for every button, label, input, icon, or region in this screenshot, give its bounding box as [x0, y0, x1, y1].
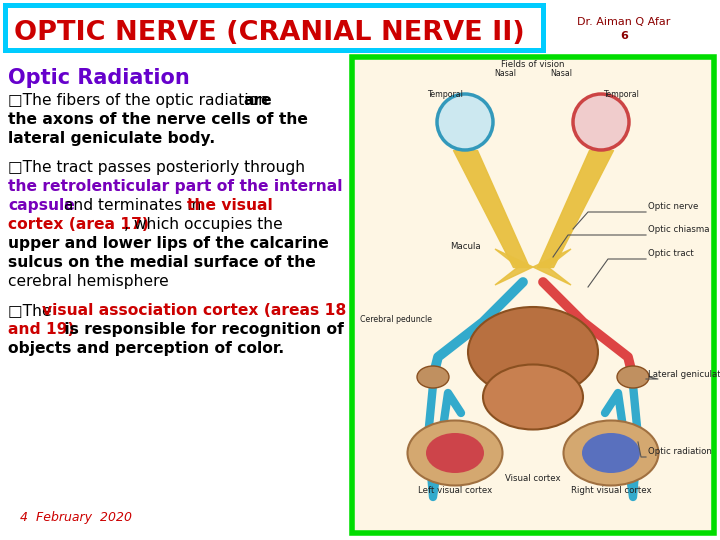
Text: Right visual cortex: Right visual cortex	[571, 486, 652, 495]
Text: and 19): and 19)	[8, 322, 75, 337]
Text: Optic Radiation: Optic Radiation	[8, 68, 190, 88]
Text: upper and lower lips of the calcarine: upper and lower lips of the calcarine	[8, 236, 329, 251]
Text: OPTIC NERVE (CRANIAL NERVE II): OPTIC NERVE (CRANIAL NERVE II)	[14, 20, 525, 46]
Text: Optic nerve: Optic nerve	[648, 202, 698, 211]
Text: Optic tract: Optic tract	[648, 249, 694, 258]
FancyBboxPatch shape	[352, 57, 714, 533]
Text: □The fibers of the optic radiation: □The fibers of the optic radiation	[8, 93, 273, 108]
Text: capsule: capsule	[8, 198, 75, 213]
Ellipse shape	[426, 433, 484, 473]
Text: □The tract passes posteriorly through: □The tract passes posteriorly through	[8, 160, 305, 175]
Circle shape	[437, 94, 493, 150]
Text: are: are	[243, 93, 272, 108]
Text: Temporal: Temporal	[427, 90, 463, 99]
Text: Nasal: Nasal	[550, 69, 572, 78]
Ellipse shape	[417, 366, 449, 388]
Text: Left visual cortex: Left visual cortex	[418, 486, 492, 495]
Text: Cerebral peduncle: Cerebral peduncle	[360, 315, 432, 324]
Text: visual association cortex (areas 18: visual association cortex (areas 18	[42, 303, 346, 318]
Text: Optic chiasma: Optic chiasma	[648, 225, 709, 234]
Text: the retrolenticular part of the internal: the retrolenticular part of the internal	[8, 179, 343, 194]
Text: Macula: Macula	[450, 242, 480, 251]
Text: objects and perception of color.: objects and perception of color.	[8, 341, 284, 356]
Circle shape	[573, 94, 629, 150]
Text: the visual: the visual	[186, 198, 272, 213]
Text: Dr. Aiman Q Afar: Dr. Aiman Q Afar	[577, 17, 671, 27]
Ellipse shape	[617, 366, 649, 388]
Text: the axons of the nerve cells of the: the axons of the nerve cells of the	[8, 112, 308, 127]
Text: □The: □The	[8, 303, 56, 318]
Text: is responsible for recognition of: is responsible for recognition of	[59, 322, 344, 337]
Text: cerebral hemisphere: cerebral hemisphere	[8, 274, 168, 289]
FancyBboxPatch shape	[3, 3, 546, 53]
Text: , which occupies the: , which occupies the	[125, 217, 283, 232]
Text: 4  February  2020: 4 February 2020	[20, 511, 132, 524]
Text: sulcus on the medial surface of the: sulcus on the medial surface of the	[8, 255, 316, 270]
Ellipse shape	[582, 433, 640, 473]
Text: cortex (area 17): cortex (area 17)	[8, 217, 149, 232]
Text: Lateral geniculate body: Lateral geniculate body	[648, 370, 720, 379]
Text: Fields of vision: Fields of vision	[501, 60, 564, 69]
Ellipse shape	[468, 307, 598, 397]
Text: Optic radiation: Optic radiation	[648, 447, 712, 456]
Text: Temporal: Temporal	[603, 90, 639, 99]
Text: lateral geniculate body.: lateral geniculate body.	[8, 131, 215, 146]
Text: 6: 6	[620, 31, 628, 41]
Ellipse shape	[564, 421, 659, 485]
Ellipse shape	[408, 421, 503, 485]
Text: Visual cortex: Visual cortex	[505, 474, 561, 483]
Text: Nasal: Nasal	[494, 69, 516, 78]
Text: and terminates in: and terminates in	[59, 198, 206, 213]
Polygon shape	[495, 249, 571, 285]
Ellipse shape	[483, 364, 583, 429]
FancyBboxPatch shape	[8, 8, 541, 48]
